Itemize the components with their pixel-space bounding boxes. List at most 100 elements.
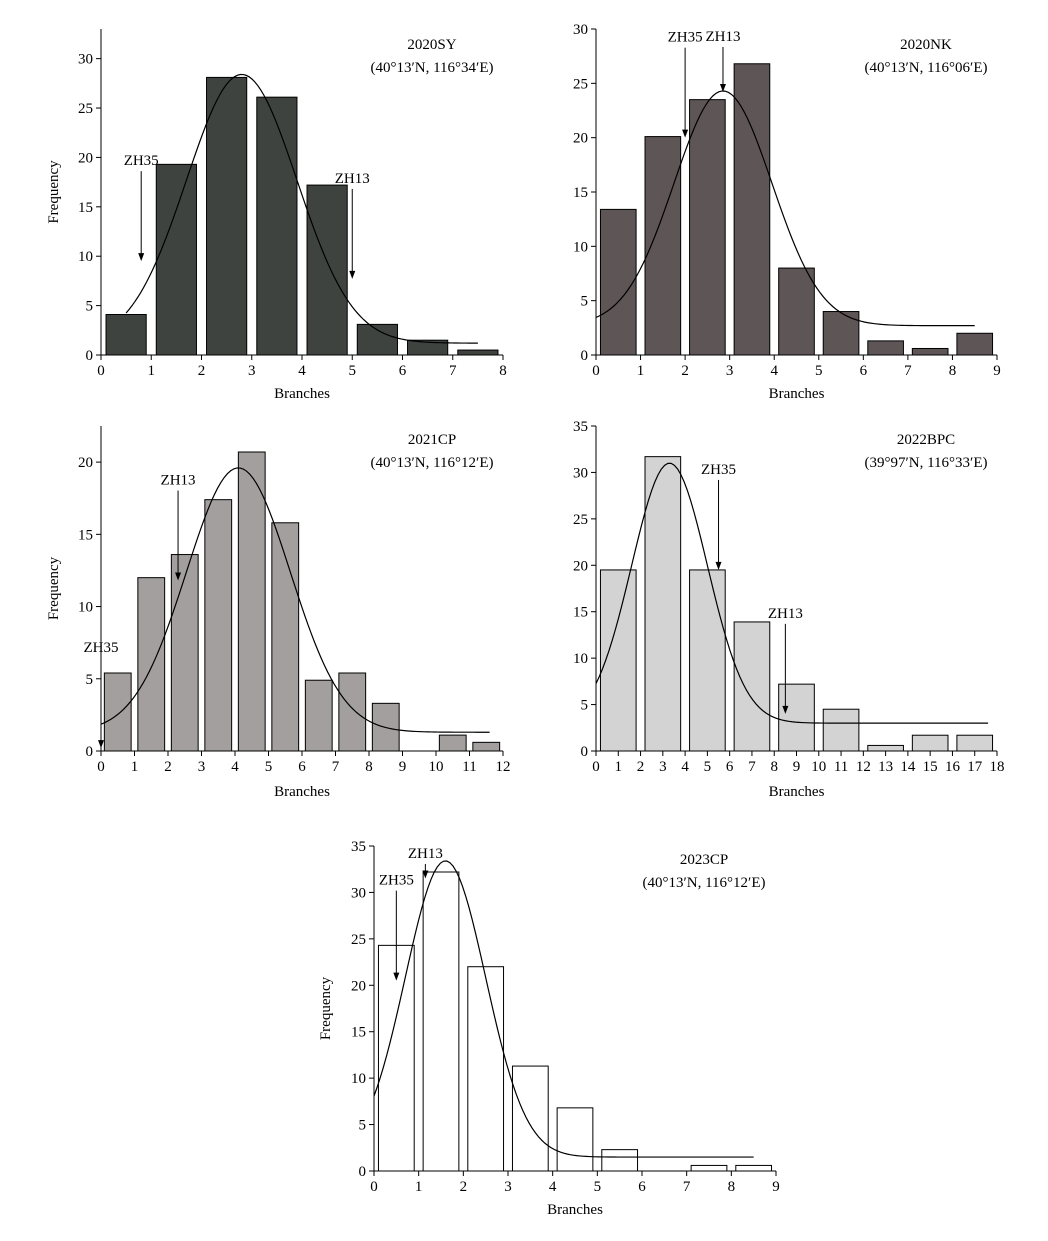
x-axis-label: Branches: [274, 784, 330, 800]
histogram-2023cp: 0 1 2 3 4 5 6 7 8 9 0 5 10 15 20 25 30 35 ZH35 ZH13 2023CP (4…: [318, 839, 780, 1218]
x-tick-label: 3: [726, 363, 734, 379]
annotation-zh13-label: ZH13: [335, 171, 370, 187]
y-tick-label: 30: [573, 465, 588, 481]
x-tick-label: 0: [592, 759, 600, 775]
y-tick-label: 10: [78, 249, 93, 265]
histogram-bar: [644, 456, 682, 752]
x-tick-label: 14: [900, 759, 916, 775]
histogram-bar: [155, 163, 197, 356]
y-tick-label: 15: [78, 200, 93, 216]
chart-subtitle: (40°13′N, 116°06′E): [865, 60, 988, 76]
y-tick-label: 10: [351, 1071, 366, 1087]
x-tick-label: 4: [231, 759, 239, 775]
histogram-bar: [271, 522, 300, 752]
histogram-bar: [338, 672, 367, 752]
y-tick-label: 0: [581, 744, 589, 760]
x-tick-label: 18: [990, 759, 1005, 775]
histogram-bar: [457, 349, 499, 356]
fit-curve: [595, 90, 975, 327]
x-tick-label: 7: [904, 363, 912, 379]
annotation-zh35-label: ZH35: [668, 30, 703, 46]
chart-title: 2021CP: [408, 432, 456, 448]
x-tick-label: 7: [332, 759, 340, 775]
x-tick-label: 2: [637, 759, 645, 775]
y-tick-label: 0: [581, 348, 589, 364]
x-tick-label: 10: [429, 759, 444, 775]
x-tick-label: 11: [462, 759, 476, 775]
x-tick-label: 2: [681, 363, 689, 379]
fit-curve: [373, 860, 754, 1158]
x-tick-label: 5: [265, 759, 273, 775]
y-tick-label: 25: [78, 101, 93, 117]
histogram-bar: [256, 96, 298, 356]
histogram-bar: [601, 1149, 639, 1172]
arrow-head-icon: [349, 270, 356, 279]
histogram-bar: [103, 672, 132, 752]
y-tick-label: 5: [86, 672, 94, 688]
histogram-bar: [690, 1164, 728, 1172]
fit-curve: [595, 462, 989, 724]
x-axis-label: Branches: [769, 784, 825, 800]
fit-curve: [125, 73, 478, 344]
x-tick-label: 5: [815, 363, 823, 379]
histogram-bar: [599, 208, 637, 356]
annotation-zh13-label: ZH13: [768, 606, 803, 622]
x-tick-label: 8: [499, 363, 507, 379]
y-tick-label: 10: [573, 651, 588, 667]
histogram-bar: [599, 569, 637, 752]
x-tick-label: 9: [772, 1179, 780, 1195]
chart-subtitle: (40°13′N, 116°34′E): [371, 60, 494, 76]
arrow-head-icon: [393, 972, 400, 981]
histogram-bar: [422, 871, 460, 1172]
histogram-2022bpc: 0 1 2 3 4 5 6 7 8 9 10 11 12 13 14 15 16 17 18051015202530…: [573, 419, 1005, 800]
y-tick-label: 5: [581, 294, 589, 310]
y-tick-label: 15: [78, 527, 93, 543]
histogram-bar: [911, 734, 949, 752]
histogram-2021cp: 0 1 2 3 4 5 6 7 8 9 10 11 1205101520ZH35ZH132021CP(4…: [46, 426, 511, 800]
x-tick-label: 1: [131, 759, 139, 775]
arrow-head-icon: [715, 561, 722, 570]
annotation-zh13-label: ZH13: [705, 29, 740, 45]
x-tick-label: 2: [198, 363, 206, 379]
y-tick-label: 25: [351, 932, 366, 948]
chart-title: 2022BPC: [897, 432, 955, 448]
y-tick-label: 20: [573, 131, 588, 147]
annotation-zh35-label: ZH35: [379, 873, 414, 889]
y-tick-label: 35: [573, 419, 588, 435]
y-tick-label: 15: [351, 1025, 366, 1041]
y-tick-label: 10: [573, 239, 588, 255]
histogram-bar: [407, 339, 449, 356]
histogram-bar: [105, 313, 147, 356]
annotation-zh35-label: ZH35: [84, 640, 119, 656]
annotation-zh13-label: ZH13: [161, 473, 196, 489]
y-tick-label: 20: [573, 558, 588, 574]
histogram-bar: [170, 554, 199, 752]
histogram-bar: [956, 332, 994, 356]
histogram-bar: [206, 76, 248, 356]
x-tick-label: 12: [856, 759, 871, 775]
arrow-head-icon: [175, 572, 182, 581]
annotation-zh35-label: ZH35: [701, 462, 736, 478]
histogram-bar: [735, 1164, 773, 1172]
x-tick-label: 8: [949, 363, 957, 379]
x-tick-label: 2: [460, 1179, 468, 1195]
chart-subtitle: (40°13′N, 116°12′E): [371, 455, 494, 471]
y-tick-label: 0: [86, 744, 94, 760]
annotation-zh35-label: ZH35: [124, 153, 159, 169]
x-tick-label: 4: [298, 363, 306, 379]
x-axis-label: Branches: [769, 386, 825, 402]
fit-curve: [100, 467, 490, 733]
histogram-bar: [511, 1065, 549, 1172]
y-tick-label: 15: [573, 185, 588, 201]
y-tick-label: 35: [351, 839, 366, 855]
histogram-bar: [689, 99, 726, 356]
x-tick-label: 0: [592, 363, 600, 379]
x-tick-label: 5: [594, 1179, 602, 1195]
x-tick-label: 11: [834, 759, 848, 775]
x-tick-label: 1: [615, 759, 623, 775]
x-tick-label: 17: [967, 759, 983, 775]
histogram-bar: [306, 184, 348, 356]
y-tick-label: 30: [573, 22, 588, 38]
x-tick-label: 0: [97, 759, 105, 775]
